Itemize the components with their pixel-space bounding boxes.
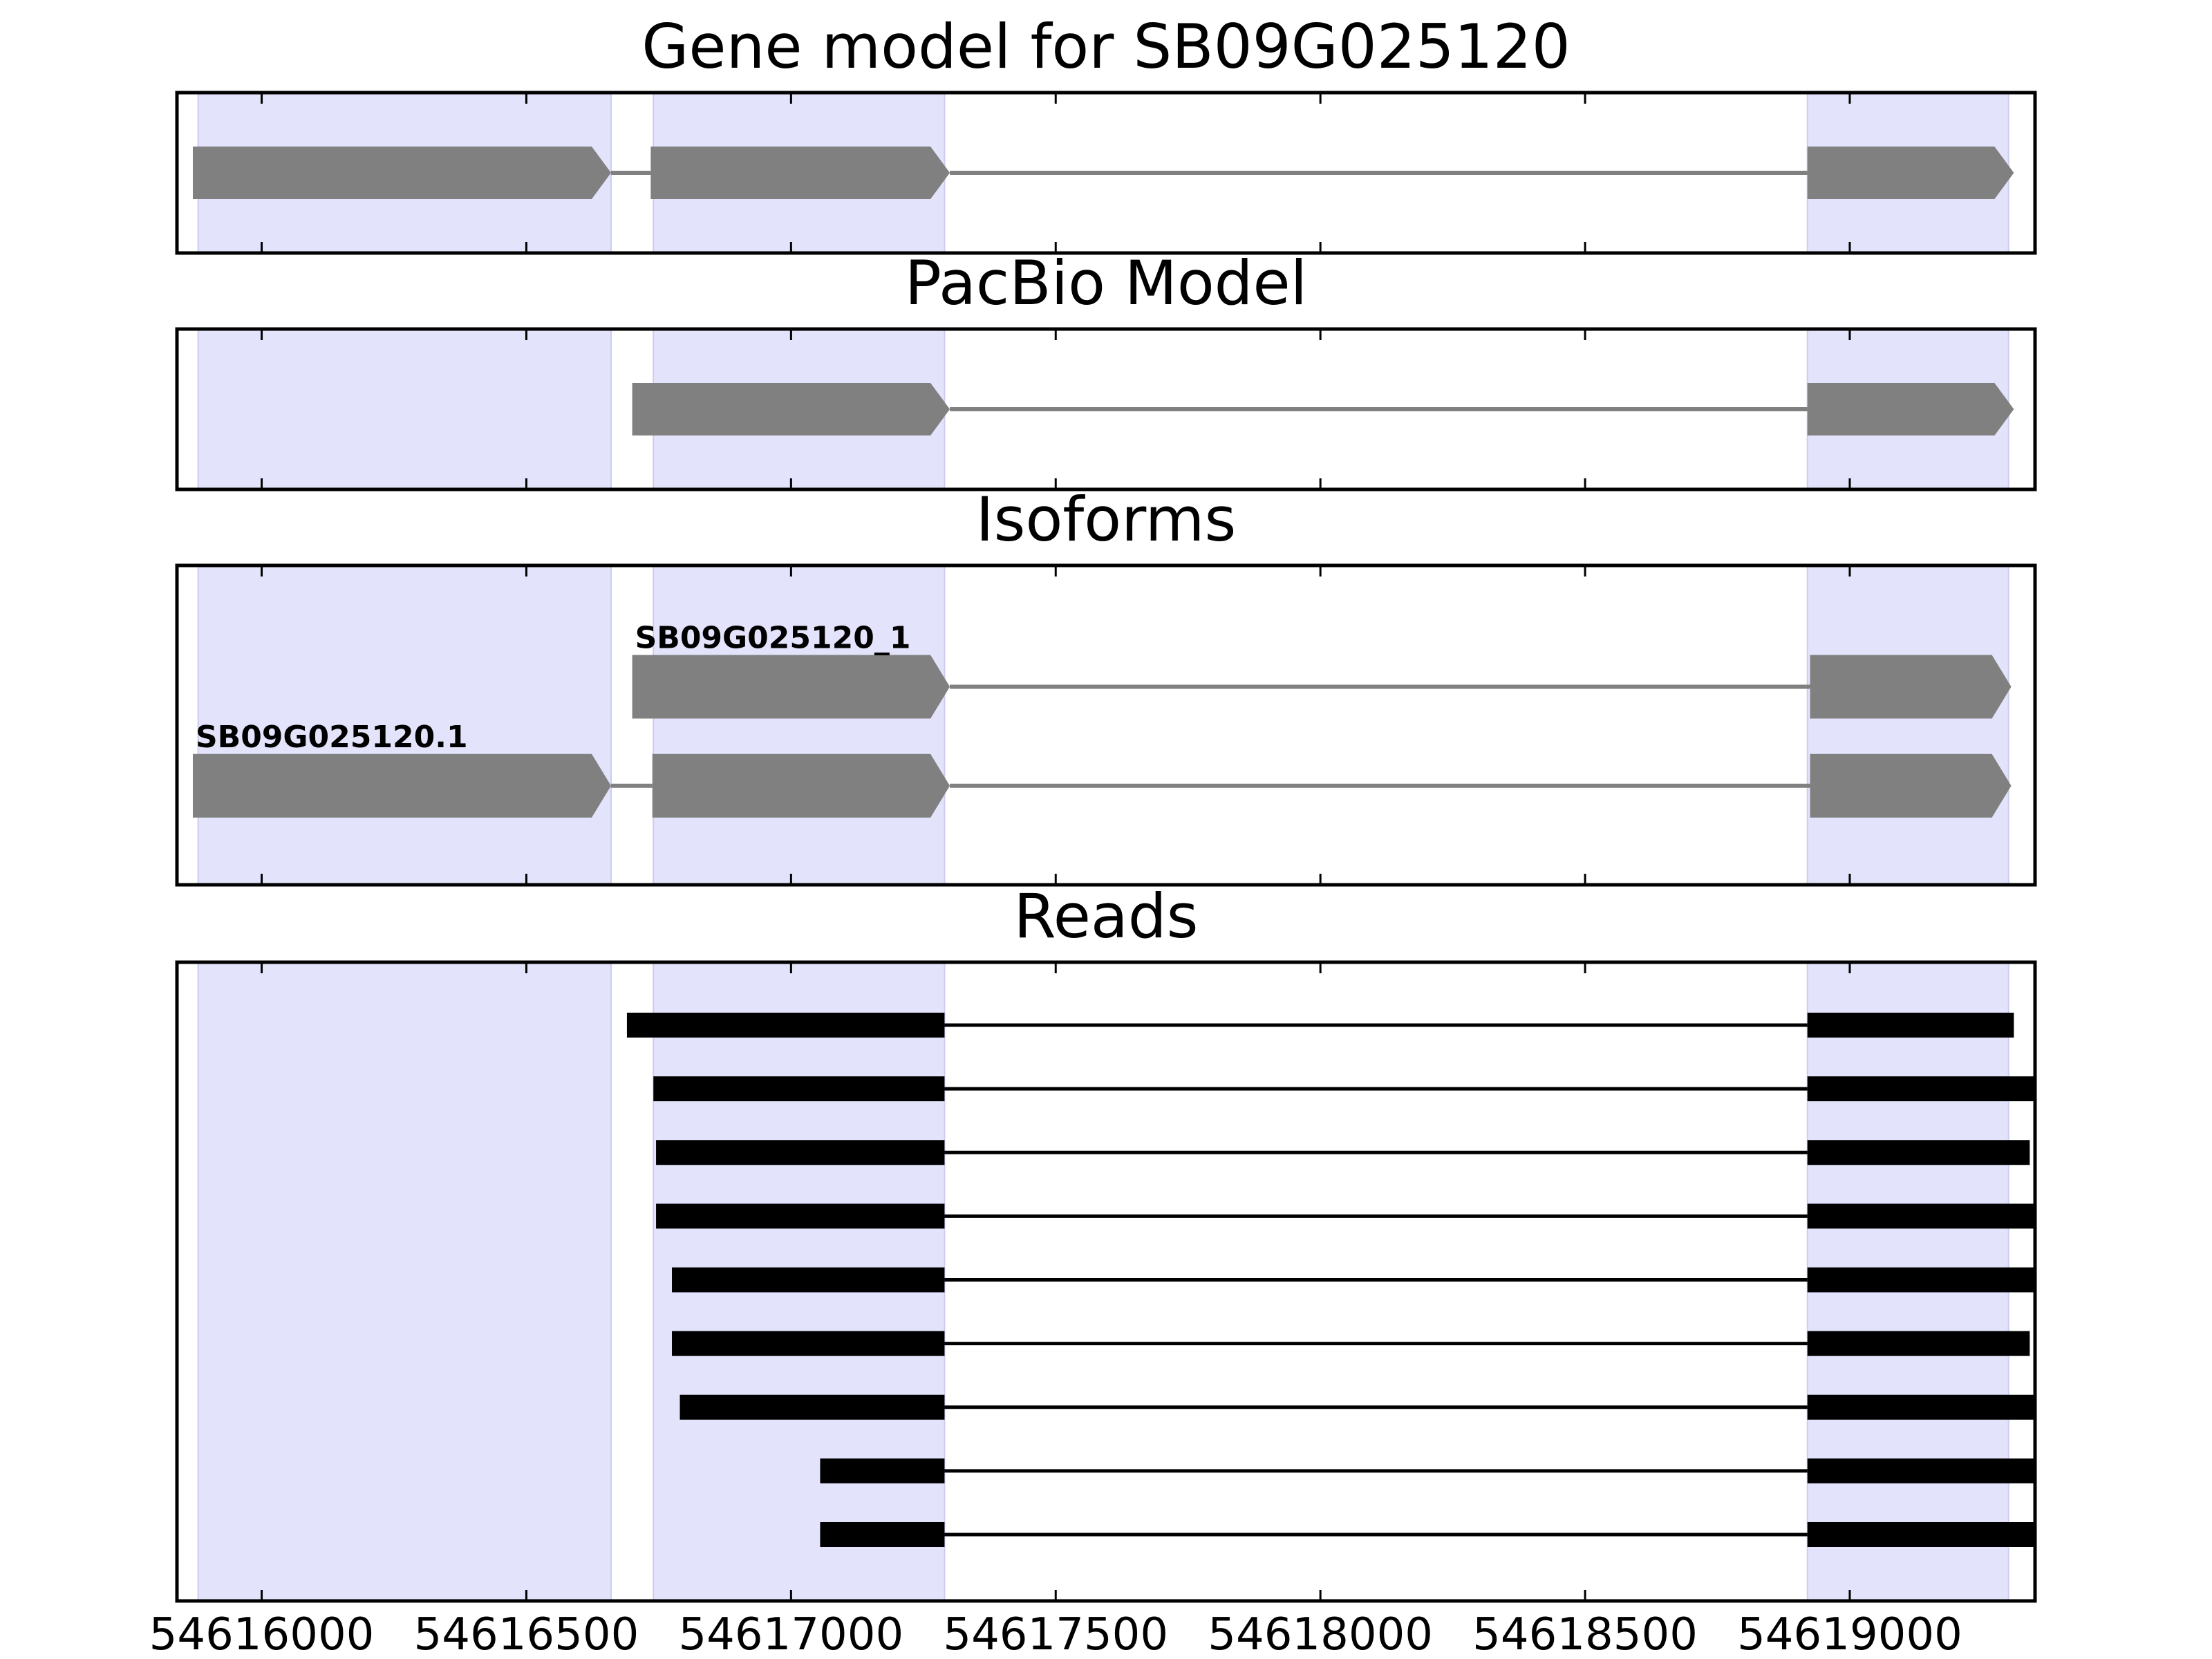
isoform-label: SB09G025120.1 [196,720,468,755]
x-tick-label: 54616500 [414,1609,639,1659]
read-track [656,1140,2030,1165]
exon-arrow [632,655,950,719]
panel-title-pacbio-model: PacBio Model [905,247,1307,319]
read-exon-block [1807,1203,2035,1229]
exon-arrow [1807,383,2014,435]
read-track [656,1203,2035,1229]
panel-title-gene-model: Gene model for SB09G025120 [641,11,1571,82]
x-tick-label: 54618500 [1472,1609,1698,1659]
panel-frame [175,563,2037,887]
panels-layer: Gene model for SB09G025120 PacBio Model Is… [175,11,2037,1603]
exon-shading-band [197,565,612,885]
x-tick-label: 54617500 [943,1609,1168,1659]
read-exon-block [1807,1394,2035,1420]
read-exon-block [1807,1331,2030,1356]
read-exon-block [1807,1013,2014,1038]
read-exon-block [820,1522,945,1547]
exon-shading-band [197,962,612,1602]
read-track [679,1394,2035,1420]
exon-shading-band [1806,565,2009,885]
isoform-label: SB09G025120_1 [635,621,911,656]
exon-arrow [1807,147,2014,199]
panel-isoforms: Isoforms SB09G025120_1 SB09G025120.1 [175,484,2037,887]
exon-arrow [1810,753,2012,818]
read-track [672,1331,2030,1356]
x-tick-label: 54619000 [1737,1609,1962,1659]
panel-title-isoforms: Isoforms [976,484,1237,555]
panel-frame [175,960,2037,1603]
exon-arrow [1810,655,2012,719]
read-exon-block [656,1140,945,1165]
gene-track: SB09G025120.1 [192,720,2012,818]
read-track [653,1076,2035,1102]
x-tick-label: 54616000 [149,1609,375,1659]
read-track [820,1522,2035,1547]
read-track [820,1458,2035,1483]
read-exon-block [672,1331,945,1356]
read-exon-block [820,1458,945,1483]
read-exon-block [1807,1140,2030,1165]
panel-pacbio-model: PacBio Model [175,247,2037,491]
exon-shading-band [197,328,612,490]
read-exon-block [1807,1458,2035,1483]
exon-arrow [650,147,950,199]
read-exon-block [653,1076,945,1102]
read-exon-block [626,1013,945,1038]
x-tick-label: 54618000 [1208,1609,1433,1659]
exon-shading-band [653,565,946,885]
exon-arrow [632,383,950,435]
read-exon-block [1807,1076,2035,1102]
read-exon-block [1807,1522,2035,1547]
exon-arrow [192,147,611,199]
read-exon-block [1807,1267,2035,1293]
exon-arrow [652,753,950,818]
panel-reads: Reads [175,881,2037,1603]
gene-track: SB09G025120_1 [632,621,2012,719]
read-exon-block [672,1267,945,1293]
read-track [672,1267,2035,1293]
panel-gene-model: Gene model for SB09G025120 [175,11,2037,255]
x-axis: 54616000 54616500 54617000 54617500 54618000… [149,1609,1962,1659]
panel-frame [175,91,2037,255]
read-exon-block [656,1203,945,1229]
exon-arrow [192,753,611,818]
gene-track [632,383,2014,435]
panel-title-reads: Reads [1014,881,1199,952]
x-tick-label: 54617000 [678,1609,903,1659]
read-track [626,1013,2014,1038]
gene-track [192,147,2014,199]
read-exon-block [679,1394,945,1420]
panel-frame [175,327,2037,491]
